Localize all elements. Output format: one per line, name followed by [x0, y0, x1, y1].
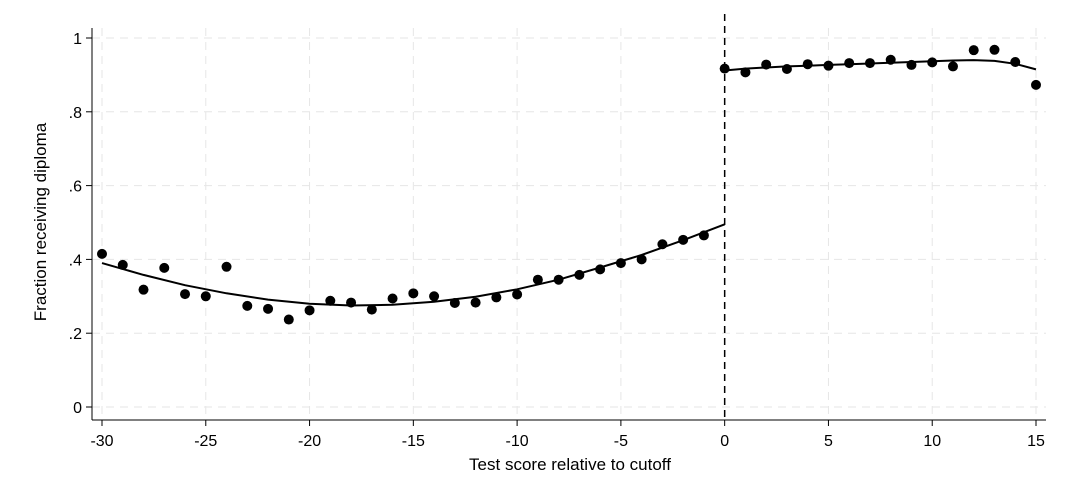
y-tick-label: .6: [69, 179, 82, 196]
data-point: [200, 291, 211, 302]
x-tick-label: 5: [824, 433, 833, 450]
x-tick-label: 15: [1027, 433, 1045, 450]
x-tick-label: -20: [298, 433, 321, 450]
data-point: [989, 44, 1000, 55]
data-point: [138, 284, 149, 295]
x-tick-label: -15: [402, 433, 425, 450]
data-point: [263, 303, 274, 314]
x-tick-label: -25: [194, 433, 217, 450]
data-point: [1031, 79, 1041, 90]
x-tick-label: -10: [506, 433, 529, 450]
data-point: [864, 58, 875, 69]
x-tick-label: -30: [90, 433, 113, 450]
fit-layer: [101, 59, 1037, 307]
axes-layer: -30 -25 -20 -15 -10 -5 0 5 10 15 0 .2 .4 .6 .8 1: [69, 14, 1046, 450]
data-point: [387, 293, 398, 304]
data-point: [574, 269, 585, 280]
y-axis-title: Fraction receiving diploma: [31, 122, 50, 321]
data-point: [491, 292, 502, 303]
data-point: [180, 289, 191, 300]
fit-line-right: [724, 59, 1037, 72]
data-point: [221, 261, 232, 272]
data-point: [470, 297, 481, 308]
y-tick-label: 1: [73, 31, 82, 48]
data-point: [802, 59, 813, 70]
data-point: [885, 54, 896, 65]
data-point: [823, 60, 834, 71]
data-point: [553, 274, 564, 285]
data-point: [678, 234, 689, 245]
data-point: [761, 59, 772, 70]
data-point: [615, 258, 626, 269]
data-point: [719, 63, 730, 74]
y-tick-label: .4: [69, 252, 82, 269]
grid-layer: [92, 28, 1046, 420]
data-point: [449, 297, 460, 308]
x-tick-label: 0: [720, 433, 729, 450]
data-point: [325, 295, 336, 306]
x-axis-title: Test score relative to cutoff: [469, 455, 671, 474]
data-point: [159, 262, 170, 273]
data-point: [532, 274, 543, 285]
data-point: [1010, 56, 1021, 67]
data-point: [408, 288, 419, 299]
data-point: [283, 314, 294, 325]
data-point: [512, 289, 523, 300]
data-point: [242, 300, 253, 311]
data-point: [346, 297, 357, 308]
data-point: [657, 239, 668, 250]
data-point: [947, 61, 958, 72]
data-point: [740, 67, 751, 78]
data-point: [429, 291, 440, 302]
data-point: [781, 63, 792, 74]
data-point: [97, 248, 107, 259]
data-point: [968, 45, 979, 56]
x-tick-label: 10: [923, 433, 941, 450]
y-tick-label: .8: [69, 105, 82, 122]
data-point: [844, 58, 855, 69]
data-point: [906, 59, 917, 70]
data-point: [595, 264, 606, 275]
data-point: [366, 304, 377, 315]
data-point: [927, 57, 938, 68]
point-layer: [97, 44, 1041, 325]
data-point: [304, 305, 315, 316]
data-point: [636, 254, 647, 265]
y-tick-label: .2: [69, 326, 82, 343]
y-tick-label: 0: [73, 400, 82, 417]
data-point: [698, 230, 709, 241]
data-point: [117, 259, 128, 270]
x-tick-label: -5: [614, 433, 628, 450]
